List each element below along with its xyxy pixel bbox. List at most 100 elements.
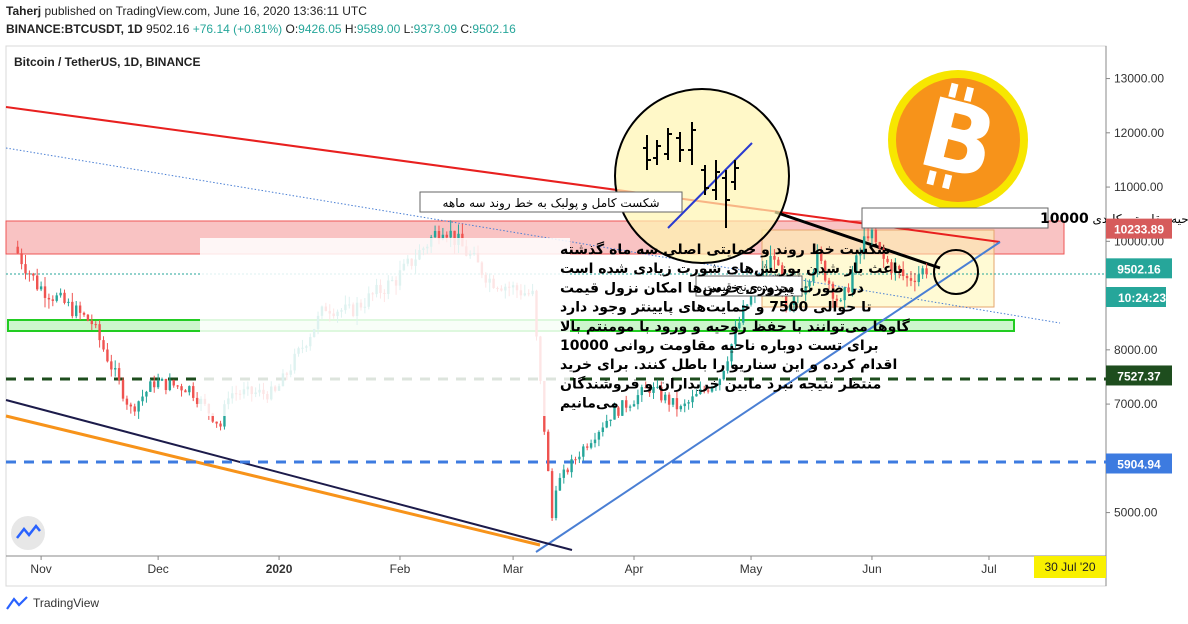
candle-body <box>156 380 160 388</box>
published-text: published on TradingView.com, June 16, 2… <box>44 4 367 18</box>
price-marker-label: 10233.89 <box>1114 223 1164 237</box>
price-marker-label: 7527.37 <box>1117 369 1161 383</box>
candle-body <box>730 344 733 362</box>
x-tick-label: Apr <box>625 562 644 576</box>
x-tick-label: Feb <box>390 562 411 576</box>
candle-body <box>687 402 690 404</box>
candle-body <box>133 406 136 412</box>
candle-body <box>636 395 640 405</box>
candle-body <box>51 299 55 301</box>
candle-body <box>628 406 632 408</box>
candle-body <box>722 370 725 380</box>
candle-body <box>812 271 815 282</box>
candle-body <box>894 266 897 274</box>
countdown-value: 10:24:23 <box>1118 291 1166 305</box>
candle-body <box>718 379 722 385</box>
candle-body <box>866 236 870 239</box>
candle-body <box>820 250 823 261</box>
breakout-label: شکست کامل و پولبک به خط روند سه ماهه <box>442 196 659 211</box>
candle-body <box>640 387 644 396</box>
candle-body <box>917 274 920 283</box>
date-highlight-label: 30 Jul '20 <box>1045 560 1096 574</box>
y-tick-label: 11000.00 <box>1114 180 1163 194</box>
open-label: O: <box>285 22 299 36</box>
candle-body <box>882 248 885 259</box>
x-tick-label: Nov <box>30 562 51 576</box>
candle-body <box>710 387 714 392</box>
candle-body <box>94 324 97 326</box>
candle-body <box>621 400 624 416</box>
candle-body <box>75 305 78 317</box>
candle-body <box>769 255 772 269</box>
candle-body <box>102 340 105 350</box>
footer: TradingView <box>6 596 99 610</box>
candle-body <box>24 264 27 274</box>
retest-circle <box>933 249 979 295</box>
analysis-line: گاوها می‌توانند با حفظ روحیه و ورود با م… <box>560 318 911 335</box>
candle-body <box>160 378 164 381</box>
candle-body <box>574 459 577 461</box>
y-tick-label: 13000.00 <box>1114 72 1164 86</box>
candle-body <box>16 246 19 254</box>
main-analysis-box <box>200 238 570 416</box>
candle-body <box>855 255 858 273</box>
candle-body <box>706 390 710 392</box>
low-value: 9373.09 <box>413 22 458 36</box>
inset-bars <box>643 122 739 228</box>
candle-body <box>890 262 893 274</box>
candle-body <box>215 421 218 424</box>
candle-body <box>153 381 156 388</box>
resistance-label-box <box>861 207 1049 229</box>
price-marker-label: 9502.16 <box>1117 262 1161 276</box>
candle-body <box>129 404 133 407</box>
candle-body <box>870 229 874 239</box>
time-axis: Nov Dec 2020 Feb Mar Apr May Jun Jul <box>30 556 997 576</box>
candle-body <box>141 396 144 402</box>
candle-body <box>593 439 597 444</box>
candle-body <box>110 361 113 370</box>
candle-body <box>831 283 835 299</box>
candle-body <box>437 230 441 240</box>
candle-body <box>82 312 86 315</box>
candle-body <box>39 286 43 290</box>
countdown-badge <box>1106 287 1166 307</box>
candle-body <box>195 397 199 404</box>
candle-body <box>47 297 51 300</box>
candle-body <box>55 295 58 301</box>
candle-body <box>656 386 659 388</box>
x-tick-label: Dec <box>147 562 168 576</box>
candle-body <box>211 413 214 422</box>
open-value: 9426.05 <box>298 22 342 36</box>
candle-body <box>898 266 901 270</box>
candle-body <box>644 387 647 389</box>
author: Taherj <box>6 4 42 18</box>
analysis-line: اقدام کرده و این سناریو را باطل کنند. بر… <box>560 357 897 373</box>
candle-body <box>648 388 651 393</box>
candle-body <box>835 298 839 301</box>
candle-body <box>445 234 448 238</box>
candle-body <box>106 349 109 362</box>
published-line: Taherj published on TradingView.com, Jun… <box>6 4 367 18</box>
candle-body <box>913 280 917 283</box>
footer-brand: TradingView <box>33 596 100 610</box>
candle-body <box>905 276 909 279</box>
candle-body <box>726 361 729 371</box>
range-label-box <box>695 275 803 297</box>
candle-body <box>550 471 554 519</box>
tradingview-logo-icon <box>6 596 28 610</box>
candle-body <box>843 287 846 301</box>
candle-body <box>125 398 129 405</box>
support-trendline <box>535 241 1001 553</box>
candle-body <box>804 286 807 295</box>
x-tick-label: May <box>740 562 763 576</box>
candle-body <box>827 280 831 284</box>
orange-trendline <box>5 414 541 547</box>
candle-body <box>784 290 788 311</box>
analysis-line: منتظر نتیجه نبرد مابین خریداران و فروشند… <box>560 375 881 392</box>
candle-body <box>909 278 913 281</box>
candle-body <box>145 391 148 397</box>
symbol-line: BINANCE:BTCUSDT, 1D <box>6 22 143 36</box>
candle-body <box>839 300 842 302</box>
analysis-line: در صورت پیروزی خرس‌ها امکان نزول قیمت <box>560 280 864 296</box>
